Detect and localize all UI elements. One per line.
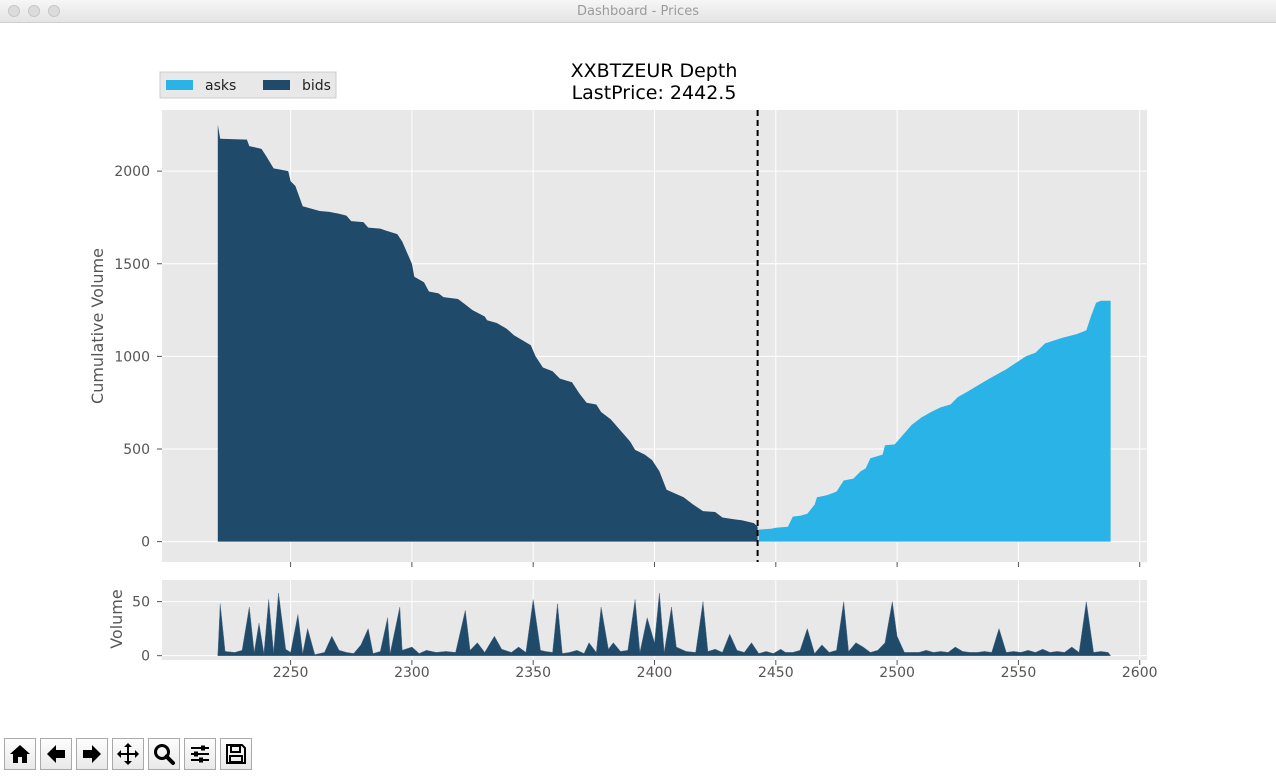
depth-y-tick-label: 1000 xyxy=(114,349,150,365)
volume-x-tick-label: 2450 xyxy=(758,665,794,681)
volume-y-tick-label: 0 xyxy=(141,649,150,665)
arrow-right-icon xyxy=(83,745,101,763)
depth-series-asks xyxy=(758,300,1111,542)
depth-y-tick-label: 2000 xyxy=(114,164,150,180)
pan-button[interactable] xyxy=(112,738,144,770)
volume-x-tick-label: 2350 xyxy=(515,665,551,681)
depth-y-tick-label: 0 xyxy=(141,535,150,551)
close-window-button[interactable] xyxy=(8,5,20,17)
save-button[interactable] xyxy=(220,738,252,770)
minimize-window-button[interactable] xyxy=(28,5,40,17)
depth-series-bids xyxy=(217,124,758,542)
navigation-toolbar xyxy=(4,738,252,772)
zoom-window-button[interactable] xyxy=(48,5,60,17)
legend-label-bids: bids xyxy=(302,78,331,94)
volume-x-tick-label: 2500 xyxy=(879,665,915,681)
legend-label-asks: asks xyxy=(205,78,236,94)
zoom-button[interactable] xyxy=(148,738,180,770)
volume-series xyxy=(217,592,1112,656)
configure-subplots-button[interactable] xyxy=(184,738,216,770)
back-button[interactable] xyxy=(40,738,72,770)
volume-x-tick-label: 2400 xyxy=(637,665,673,681)
arrow-left-icon xyxy=(47,745,65,763)
legend-swatch-bids xyxy=(263,80,290,90)
window-titlebar: Dashboard - Prices xyxy=(0,0,1276,23)
legend-swatch-asks xyxy=(166,80,193,90)
move-icon xyxy=(117,743,139,765)
legend: asks bids xyxy=(159,71,337,99)
volume-x-tick-label: 2600 xyxy=(1122,665,1158,681)
volume-x-tick-label: 2300 xyxy=(394,665,430,681)
depth-y-axis-label: Cumulative Volume xyxy=(88,248,107,404)
volume-x-tick-label: 2250 xyxy=(273,665,309,681)
chart-subtitle: LastPrice: 2442.5 xyxy=(572,82,737,104)
depth-y-tick-label: 1500 xyxy=(114,257,150,273)
floppy-disk-icon xyxy=(226,744,246,764)
volume-y-tick-label: 50 xyxy=(132,595,150,611)
home-button[interactable] xyxy=(4,738,36,770)
window-title: Dashboard - Prices xyxy=(577,4,699,19)
sliders-icon xyxy=(191,745,209,763)
chart-title: XXBTZEUR Depth xyxy=(571,60,738,82)
magnifier-icon xyxy=(154,744,175,765)
volume-y-axis-label: Volume xyxy=(107,589,126,649)
volume-x-tick-label: 2550 xyxy=(1001,665,1037,681)
home-icon xyxy=(10,745,30,763)
depth-y-tick-label: 500 xyxy=(123,442,150,458)
forward-button[interactable] xyxy=(76,738,108,770)
